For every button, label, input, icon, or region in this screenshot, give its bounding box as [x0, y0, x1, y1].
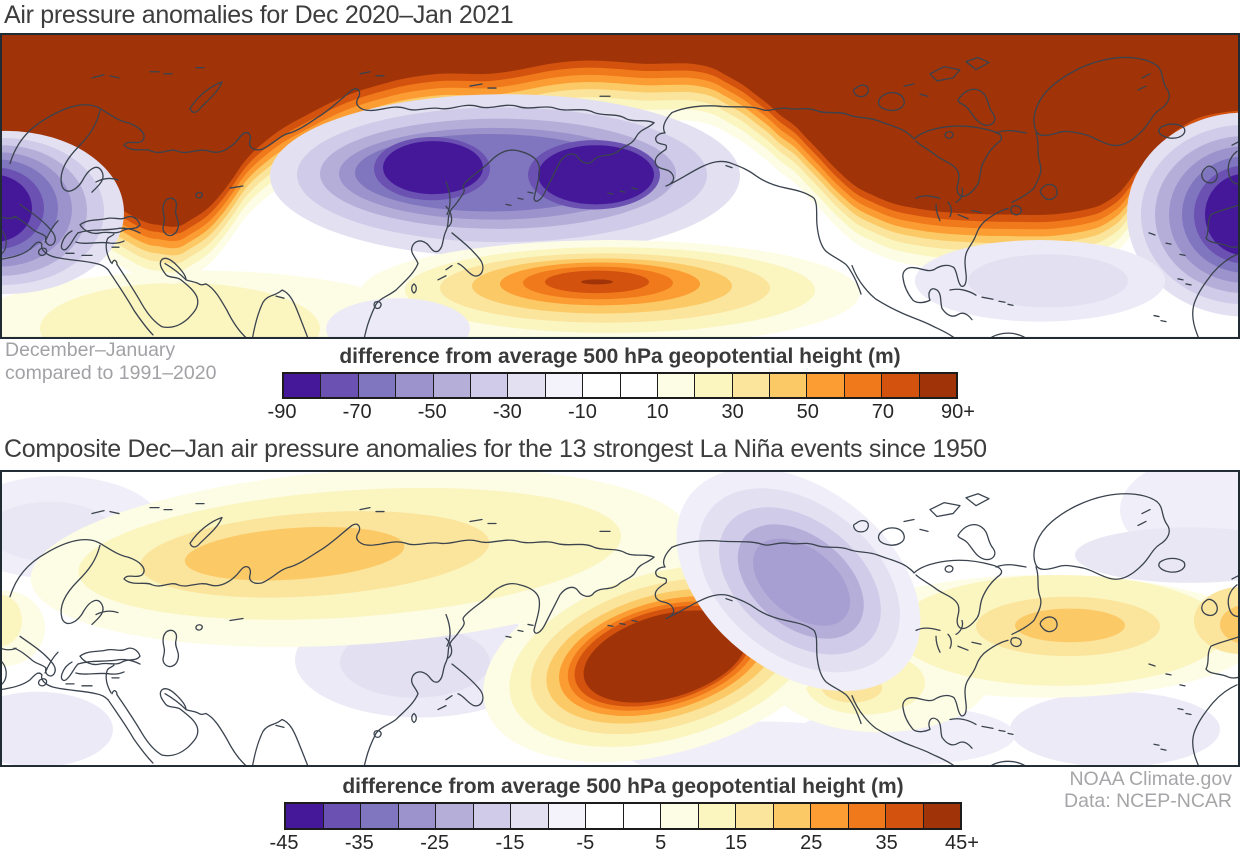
colorbar-cell: [544, 374, 583, 397]
colorbar2-ticks: -45 -35 -25 -15 -5 5 15 25 35 45+: [269, 832, 979, 854]
colorbar-cell: [769, 374, 807, 397]
panel1-title: Air pressure anomalies for Dec 2020–Jan …: [4, 1, 514, 29]
credit-data: Data: NCEP-NCAR: [1064, 789, 1232, 812]
colorbar1-label: difference from average 500 hPa geopoten…: [339, 345, 901, 368]
baseline-note: December–January compared to 1991–2020: [5, 339, 216, 385]
colorbar-cell: [731, 374, 770, 397]
colorbar-cell: [582, 374, 620, 397]
colorbar-cell: [735, 804, 773, 828]
colorbar-cell: [360, 804, 398, 828]
colorbar-cell: [922, 804, 960, 828]
colorbar-cell: [507, 374, 545, 397]
baseline-note-line2: compared to 1991–2020: [5, 362, 217, 384]
colorbar-cell: [284, 374, 321, 397]
colorbar-cell: [320, 374, 358, 397]
colorbar2: [284, 802, 962, 830]
colorbar-cell: [843, 374, 882, 397]
colorbar-cell: [435, 804, 473, 828]
colorbar-cell: [547, 804, 585, 828]
credit-source: NOAA Climate.gov: [1069, 768, 1232, 790]
colorbar2-label: difference from average 500 hPa geopoten…: [342, 775, 904, 798]
colorbar-cell: [918, 374, 957, 397]
map-la-nina-composite: [0, 470, 1240, 767]
colorbar-cell: [847, 804, 885, 828]
colorbar1-ticks: -90 -70 -50 -30 -10 10 30 50 70 90+: [267, 401, 975, 423]
colorbar-cell: [322, 804, 360, 828]
colorbar-cell: [660, 804, 698, 828]
panel2-title: Composite Dec–Jan air pressure anomalies…: [4, 435, 987, 463]
colorbar-cell: [510, 804, 548, 828]
colorbar-cell: [694, 374, 732, 397]
colorbar-cell: [469, 374, 508, 397]
colorbar-cell: [432, 374, 470, 397]
baseline-note-line1: December–January: [5, 339, 176, 361]
colorbar-cell: [619, 374, 657, 397]
colorbar-cell: [472, 804, 510, 828]
colorbar-cell: [772, 804, 810, 828]
colorbar-cell: [881, 374, 919, 397]
colorbar-cell: [395, 374, 433, 397]
colorbar-cell: [885, 804, 923, 828]
colorbar-cell: [357, 374, 396, 397]
colorbar-cell: [806, 374, 844, 397]
colorbar-cell: [697, 804, 735, 828]
map-anomalies-2020-2021: [0, 33, 1240, 339]
credit: NOAA Climate.gov Data: NCEP-NCAR: [1064, 768, 1232, 812]
colorbar-cell: [622, 804, 660, 828]
colorbar-cell: [810, 804, 848, 828]
colorbar-cell: [286, 804, 323, 828]
colorbar-cell: [585, 804, 623, 828]
colorbar1: [282, 372, 958, 399]
colorbar-cell: [397, 804, 435, 828]
colorbar-cell: [656, 374, 695, 397]
